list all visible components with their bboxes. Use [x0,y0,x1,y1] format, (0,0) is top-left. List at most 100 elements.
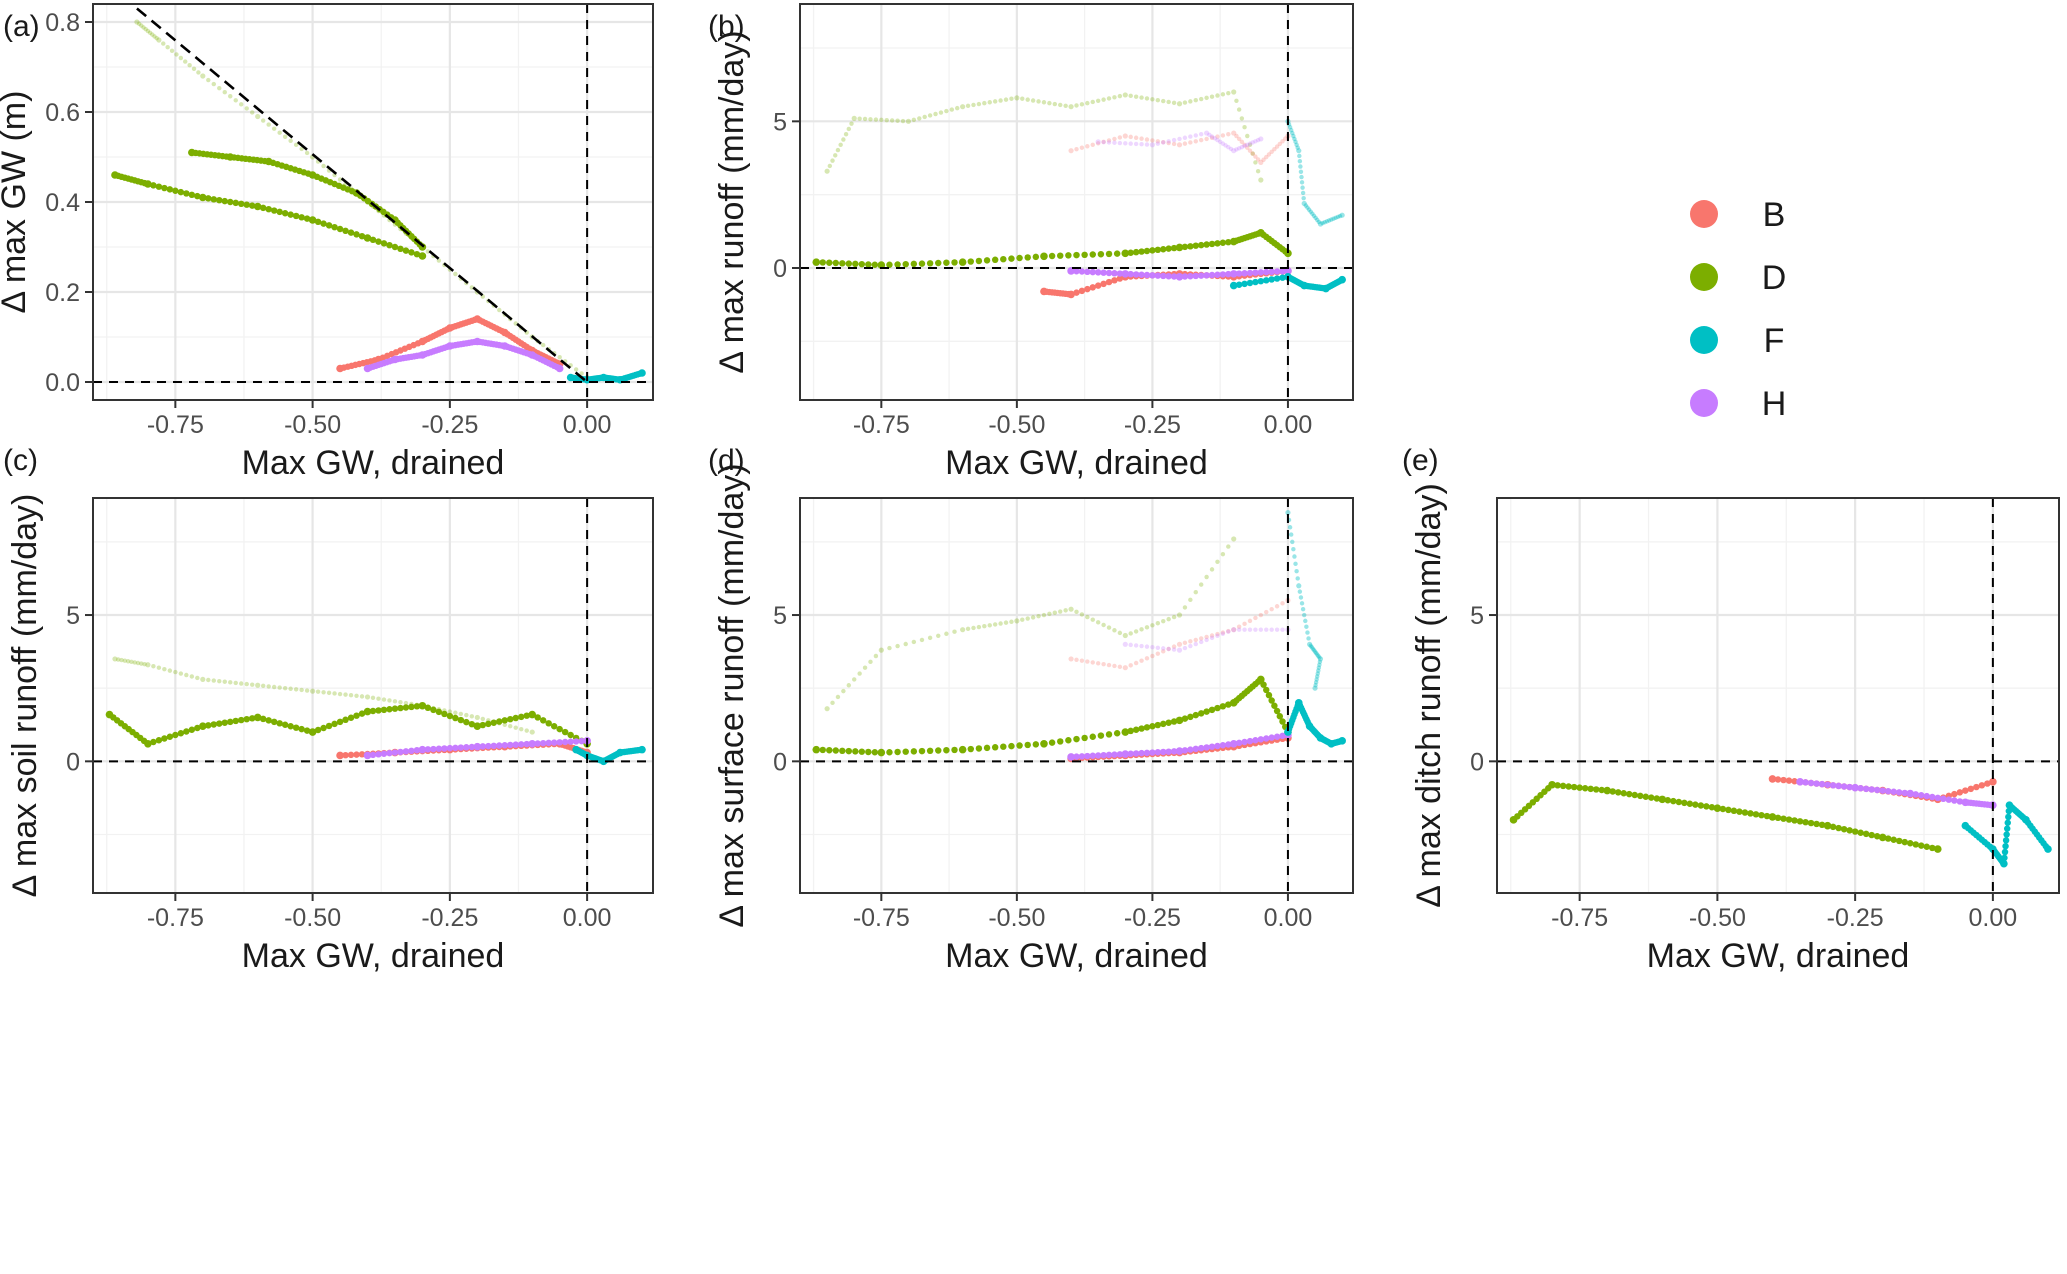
scatter-dot [894,261,901,268]
scatter-dot [1840,825,1848,833]
scatter-dot [832,747,840,754]
scatter-dot [1008,742,1015,750]
scatter-dot [1128,93,1133,99]
scatter-dot [216,196,223,204]
scatter-dot [150,738,157,746]
data-point [1258,177,1264,183]
scatter-dot [129,659,134,665]
scatter-dot [1193,133,1198,138]
scatter-dot [243,201,250,208]
points [105,656,646,766]
scatter-dot [1829,823,1837,831]
scatter-dot [1081,734,1088,742]
scatter-dot [1236,146,1242,151]
data-point [960,627,966,633]
scatter-dot [1295,145,1300,150]
scatter-dot [270,207,278,214]
scatter-dot [1215,137,1220,143]
scatter-dot [1116,275,1124,282]
scatter-dot [873,117,879,122]
scatter-dot [1094,752,1102,759]
scatter-dot [911,117,917,123]
scatter-dot [1133,643,1139,648]
data-point [1122,133,1128,139]
scatter-dot [1085,659,1090,664]
scatter-dot [194,724,201,732]
scatter-dot [1149,272,1156,279]
scatter-dot [1257,269,1265,276]
scatter-dot [239,102,244,107]
data-point [200,73,206,79]
scatter-dot [1207,132,1212,138]
scatter-dot [833,153,838,158]
scatter-dot [1101,97,1106,102]
scatter-dot [1223,143,1228,148]
scatter-dot [354,693,359,699]
scatter-dot [496,742,503,749]
scatter-dot [1292,136,1297,142]
scatter-dot [951,259,958,266]
scatter-dot [1324,219,1330,224]
scatter-dot [827,163,833,169]
scatter-dot [1565,783,1572,790]
scatter-dot [952,629,957,634]
scatter-dot [1298,164,1303,169]
scatter-dot [1204,637,1209,643]
scatter-dot [1236,627,1242,632]
scatter-dot [1287,124,1293,130]
x-tick-label: -0.50 [1689,904,1746,932]
scatter-dot [1161,140,1166,145]
scatter-dot [1078,268,1086,275]
scatter-dot [534,740,541,747]
scatter-dot [403,700,409,706]
data-point [824,706,830,712]
data-point [199,722,207,731]
scatter-dot [1143,247,1151,255]
data-point [851,115,857,121]
scatter-dot [150,32,155,37]
scatter-dot [1269,606,1274,612]
scatter-dot [1063,103,1068,108]
scatter-dot [1802,779,1809,786]
scatter-dot [1653,795,1661,802]
scatter-dot [1263,735,1270,742]
scatter-dot [1253,627,1258,632]
scatter-dot [1074,609,1079,615]
scatter-dot [830,158,835,163]
series-f [1229,273,1346,293]
legend-key [1690,326,1718,354]
scatter-dot [342,227,349,235]
scatter-dot [143,26,148,32]
scatter-dot [282,685,288,691]
scatter-dot [1835,824,1842,832]
scatter-dot [314,218,322,226]
data-point [1229,270,1238,278]
scatter-dot [943,746,950,754]
scatter-dot [154,35,159,41]
scatter-dot [1269,149,1274,155]
scatter-dot [1686,800,1694,807]
scatter-dot [435,745,443,752]
scatter-dot [375,751,382,758]
scatter-dot [1112,140,1117,145]
scatter-dot [987,100,992,105]
scatter-dot [1840,783,1848,790]
scatter-dot [1241,280,1248,288]
scatter-dot [1052,101,1058,107]
scatter-dot [1048,739,1056,746]
scatter-dot [1241,738,1248,746]
scatter-dot [1929,793,1936,801]
x-axis-title: Max GW, drained [1647,937,1910,975]
scatter-dot [1774,814,1782,822]
scatter-dot [1095,141,1101,146]
scatter-dot [1198,132,1204,137]
scatter-dot [992,99,998,104]
scatter-dot [1177,136,1182,142]
scatter-dot [1277,141,1283,147]
scatter-dot [540,342,546,348]
scatter-dot [304,688,310,693]
scatter-dot [902,748,909,755]
x-tick-label: -0.50 [988,411,1045,439]
scatter-dot [298,214,305,221]
scatter-dot [1128,642,1133,648]
